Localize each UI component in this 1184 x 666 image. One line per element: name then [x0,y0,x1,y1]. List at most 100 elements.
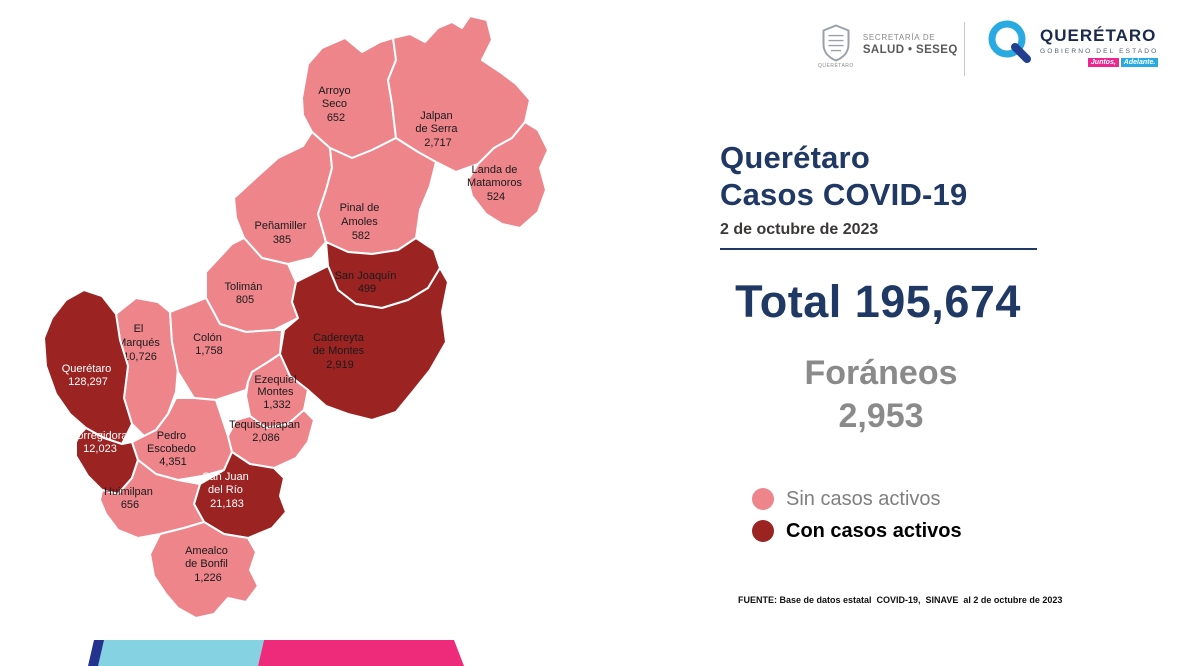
legend-swatch-con-casos [752,520,774,542]
label-line: Jalpan [420,110,452,122]
label-line: de Montes [313,345,365,357]
logo-divider [964,22,965,76]
tagline-adelante: Adelante. [1120,58,1159,67]
municipality-tequisquiapan-label: Tequisquiapan 2,086 [229,419,303,444]
legend-label-sin-casos: Sin casos activos [786,487,941,510]
label-line: Amealco [185,545,228,557]
label-line: Cadereyta [313,332,365,344]
label-line: 499 [358,283,376,295]
municipality-pinal-de-amoles-label: Pinal de Amoles 582 [340,202,383,242]
municipality-huimilpan-label: Huimilpan 656 [104,486,156,511]
label-line: 385 [273,234,291,246]
title-line1: Querétaro [720,140,870,175]
municipality-amealco-de-bonfil: Amealco de Bonfil 1,226 [149,521,259,619]
legend-swatch-sin-casos [752,488,774,510]
total-cases: Total 195,674 [735,276,1021,327]
municipality-jalpan-de-serra-label: Jalpan de Serra 2,717 [415,110,460,149]
bottom-ribbon [88,640,464,666]
label-line: Ezequiel [254,374,296,386]
label-line: Corregidora [69,430,128,442]
municipality-jalpan-de-serra: Jalpan de Serra 2,717 [387,15,531,173]
label-line: 582 [352,230,370,242]
label-line: 2,919 [326,359,354,371]
municipality-pinal-de-amoles-shape [317,137,437,255]
label-line: Pedro [157,430,186,442]
legend: Sin casos activos Con casos activos [752,486,962,550]
municipality-queretaro-shape [43,289,133,445]
foraneos-label: Foráneos [804,354,958,392]
municipality-toliman-label: Tolimán 805 [225,281,266,306]
municipality-pedro-escobedo-label: Pedro Escobedo 4,351 [147,430,199,468]
label-line: 12,023 [83,443,117,455]
label-line: San Juan [202,471,248,483]
municipality-el-marques-label: El Marqués 10,726 [117,323,163,363]
legend-label-con-casos: Con casos activos [786,519,962,542]
seseq-line2: SALUD • SESEQ [862,44,958,56]
label-line: El [134,323,144,335]
municipality-colon-label: Colón 1,758 [193,332,225,357]
page-title: Querétaro Casos COVID-19 [720,139,967,213]
state-seal-icon [822,24,850,62]
estado-name: QUERÉTARO [1040,26,1157,45]
label-line: 21,183 [210,498,244,510]
label-line: 524 [487,191,505,203]
label-line: San Joaquín [335,270,397,282]
municipality-colon: Colón 1,758 [169,297,283,401]
label-line: del Río [208,484,243,496]
municipality-arroyo-seco-label: Arroyo Seco 652 [318,85,353,124]
label-line: Matamoros [467,177,523,189]
municipality-san-joaquin-label: San Joaquín 499 [335,270,400,295]
label-line: de Bonfil [185,558,228,570]
municipality-landa-de-matamoros-label: Landa de Matamoros 524 [467,164,525,203]
municipality-amealco-de-bonfil-shape [149,521,259,619]
label-line: Montes [257,386,294,398]
foraneos-value: 2,953 [838,397,924,435]
seseq-line1: SECRETARÍA DE [862,33,936,42]
municipality-landa-de-matamoros: Landa de Matamoros 524 [467,121,549,229]
label-line: Tolimán [225,281,263,293]
label-line: 2,717 [424,137,452,149]
salud-seseq-logo: QUERÉTARO SECRETARÍA DE SALUD • SESEQ [818,24,958,69]
label-line: 1,758 [195,345,223,357]
label-line: 652 [327,112,345,124]
title-line2: Casos COVID-19 [720,177,968,212]
seseq-text: SECRETARÍA DE SALUD • SESEQ [863,33,958,56]
label-line: Arroyo [318,85,350,97]
gobierno-del-estado-logo: QUERÉTARO GOBIERNO DEL ESTADO Juntos, Ad… [986,18,1159,67]
label-line: Landa de [472,164,518,176]
label-line: Peñamiller [254,220,306,232]
ribbon-magenta-segment [258,640,464,666]
legend-row-con-casos: Con casos activos [752,518,962,544]
label-line: Querétaro [62,363,112,375]
municipality-pinal-de-amoles: Pinal de Amoles 582 [317,137,437,255]
label-line: Huimilpan [104,486,153,498]
municipality-cadereyta-de-montes: Cadereyta de Montes 2,919 [279,265,449,421]
municipality-huimilpan: Huimilpan 656 [99,459,205,539]
label-line: Tequisquiapan [229,419,300,431]
municipality-penamiller-label: Peñamiller 385 [254,220,309,246]
label-line: Marqués [117,337,160,349]
municipality-cadereyta-de-montes-label: Cadereyta de Montes 2,919 [313,332,367,371]
estado-text: QUERÉTARO GOBIERNO DEL ESTADO Juntos, Ad… [1040,26,1159,67]
ribbon-cyan-segment [98,640,264,666]
label-line: Escobedo [147,443,196,455]
label-line: Pinal de [340,202,380,214]
municipality-corregidora-label: Corregidora 12,023 [69,430,130,455]
municipality-queretaro: Querétaro 128,297 [43,289,133,445]
label-line: 1,332 [263,399,291,411]
label-line: Amoles [341,216,378,228]
municipality-queretaro-label: Querétaro 128,297 [62,363,115,388]
report-date: 2 de octubre de 2023 [720,221,1037,250]
label-line: 2,086 [252,432,280,444]
label-line: 805 [236,294,254,306]
estado-tagline: Juntos, Adelante. [1040,58,1159,67]
municipality-pedro-escobedo: Pedro Escobedo 4,351 [131,397,233,481]
label-line: 656 [121,499,139,511]
label-line: de Serra [415,123,458,135]
municipality-corregidora: Corregidora 12,023 [69,427,139,495]
label-line: Colón [193,332,222,344]
state-seal-caption: QUERÉTARO [818,63,854,69]
label-line: 10,726 [123,351,157,363]
label-line: Seco [322,98,347,110]
